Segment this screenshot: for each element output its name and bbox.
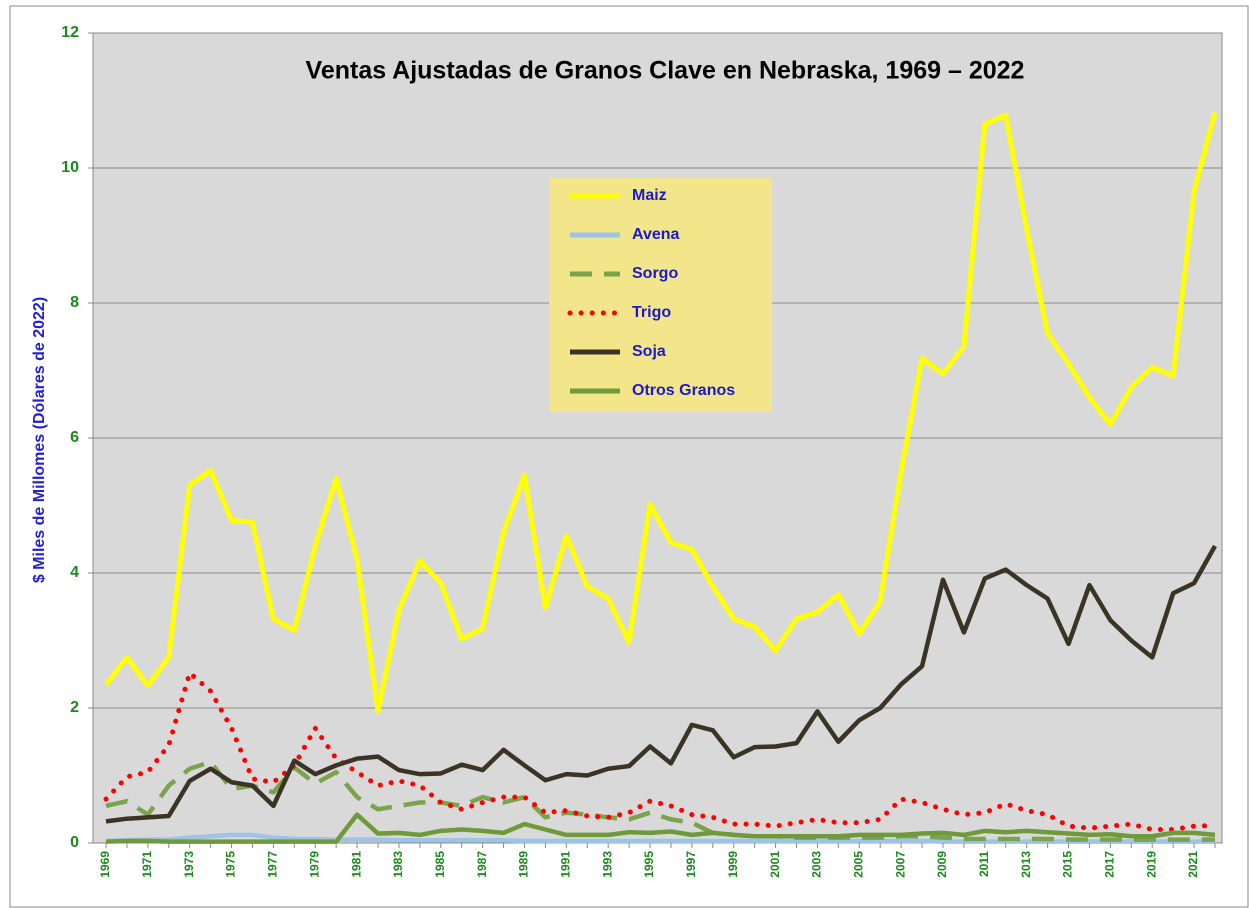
x-tick-label: 1973 [182, 851, 196, 878]
x-tick-label: 1977 [266, 851, 280, 878]
legend-label: Soja [632, 343, 666, 360]
legend [549, 178, 772, 412]
x-tick-label: 1997 [684, 851, 698, 878]
y-tick-label: 4 [70, 564, 79, 581]
y-tick-label: 10 [61, 159, 79, 176]
legend-label: Sorgo [632, 265, 678, 282]
x-tick-label: 1989 [517, 851, 531, 878]
x-tick-label: 1981 [349, 851, 363, 878]
y-tick-label: 8 [70, 294, 79, 311]
x-tick-label: 1987 [475, 851, 489, 878]
legend-entries: Maiz Avena Sorgo Trigo Soja Otros Granos [567, 187, 735, 399]
legend-label: Otros Granos [632, 382, 735, 399]
y-tick-label: 6 [70, 429, 79, 446]
y-tick-label: 12 [61, 24, 79, 41]
x-tick-label: 1983 [391, 851, 405, 878]
x-tick-label: 2013 [1019, 851, 1033, 878]
x-tick-label: 2019 [1144, 851, 1158, 878]
x-tick-label: 2007 [893, 851, 907, 878]
x-tick-label: 1985 [433, 851, 447, 878]
y-tick-label: 0 [70, 834, 79, 851]
series-line [105, 544, 1217, 824]
series-line [104, 112, 1218, 714]
series-line [103, 670, 1218, 832]
lines [103, 112, 1218, 844]
x-tick-label: 2005 [851, 851, 865, 878]
x-tick-label: 1999 [726, 851, 740, 878]
x-tick-label: 2017 [1103, 851, 1117, 878]
x-tick-label: 1995 [642, 851, 656, 878]
x-tick-label: 1993 [600, 851, 614, 878]
y-tick-label: 2 [70, 699, 79, 716]
series-line [105, 812, 1216, 844]
x-tick-label: 2009 [935, 851, 949, 878]
x-tick-label: 1969 [98, 851, 112, 878]
chart-title: Ventas Ajustadas de Granos Clave en Nebr… [306, 57, 1025, 85]
x-tick-label: 2003 [810, 851, 824, 878]
legend-label: Maiz [632, 187, 667, 204]
x-tick-label: 1979 [307, 851, 321, 878]
legend-label: Avena [632, 226, 680, 243]
series-line [105, 832, 1215, 844]
x-tick-label: 2015 [1061, 851, 1075, 878]
x-tick-label: 1975 [224, 851, 238, 878]
x-tick-label: 1971 [140, 851, 154, 878]
x-tick-label: 2011 [977, 851, 991, 877]
x-tick-label: 1991 [559, 851, 573, 878]
x-tick-label: 2021 [1186, 851, 1200, 878]
y-axis-label: $ Miles de Millomes (Dólares de 2022) [31, 297, 48, 583]
legend-label: Trigo [632, 304, 671, 321]
x-tick-label: 2001 [768, 851, 782, 878]
